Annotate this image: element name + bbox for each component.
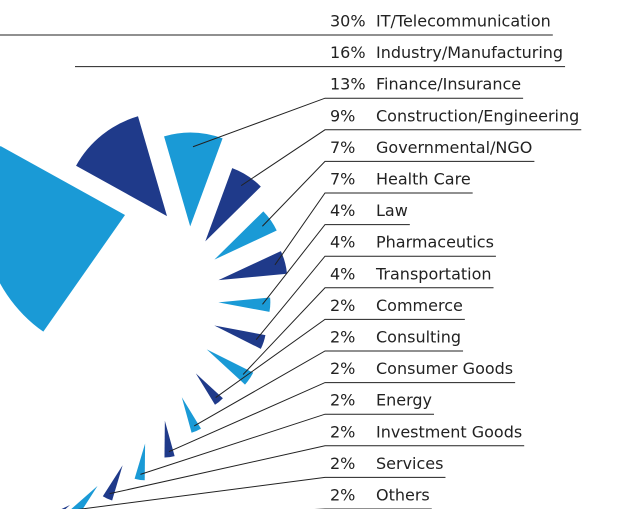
category-label: Governmental/NGO: [376, 138, 532, 157]
category-label: Commerce: [376, 296, 463, 315]
wedge: [164, 132, 223, 227]
wedge: [218, 297, 271, 312]
wedge: [181, 397, 201, 433]
category-label: Consulting: [376, 328, 461, 347]
wedge: [134, 443, 146, 481]
wedge: [214, 211, 277, 260]
value-label: 4%: [330, 264, 355, 283]
leader-line: [274, 192, 473, 266]
value-label: 2%: [330, 454, 355, 473]
value-label: 16%: [330, 43, 366, 62]
leader-line: [255, 255, 496, 340]
leader-line: [192, 97, 524, 148]
value-label: 2%: [330, 391, 355, 410]
category-label: Investment Goods: [376, 422, 522, 441]
wedge: [61, 505, 70, 509]
wedge: [214, 325, 266, 349]
category-label: Energy: [376, 391, 432, 410]
leader-line: [262, 224, 410, 305]
leader-line: [193, 350, 464, 427]
leader-line: [215, 318, 465, 398]
value-label: 2%: [330, 422, 355, 441]
category-label: Industry/Manufacturing: [376, 43, 563, 62]
wedge: [164, 420, 175, 458]
leader-line: [77, 476, 446, 509]
value-label: 13%: [330, 75, 366, 94]
wedge: [206, 349, 254, 385]
leader-line: [240, 129, 582, 187]
category-label: Services: [376, 454, 443, 473]
category-label: Health Care: [376, 170, 471, 189]
wedge: [195, 373, 223, 405]
leader-line: [242, 287, 494, 375]
leader-line: [109, 445, 525, 495]
leader-line: [140, 413, 435, 475]
wedge: [205, 168, 261, 242]
category-label: Construction/Engineering: [376, 106, 579, 125]
leader-line: [262, 160, 535, 227]
value-label: 7%: [330, 138, 355, 157]
category-label: Finance/Insurance: [376, 75, 521, 94]
value-label: 7%: [330, 170, 355, 189]
wedge: [102, 465, 123, 501]
value-label: 2%: [330, 296, 355, 315]
category-label: Transportation: [375, 264, 492, 283]
value-label: 4%: [330, 201, 355, 220]
value-label: 2%: [330, 486, 355, 505]
category-label: IT/Telecommunication: [376, 12, 551, 31]
value-label: 2%: [330, 359, 355, 378]
value-label: 30%: [330, 12, 366, 31]
wedge: [71, 485, 98, 509]
wedge: [218, 251, 287, 281]
category-label: Consumer Goods: [376, 359, 513, 378]
leader-line: [168, 382, 516, 453]
category-label: Pharmaceutics: [376, 233, 494, 252]
value-label: 2%: [330, 328, 355, 347]
wedge: [0, 145, 125, 332]
category-label: Law: [376, 201, 408, 220]
wedge: [76, 116, 168, 217]
category-label: Others: [376, 486, 430, 505]
value-label: 4%: [330, 233, 355, 252]
value-label: 9%: [330, 106, 355, 125]
